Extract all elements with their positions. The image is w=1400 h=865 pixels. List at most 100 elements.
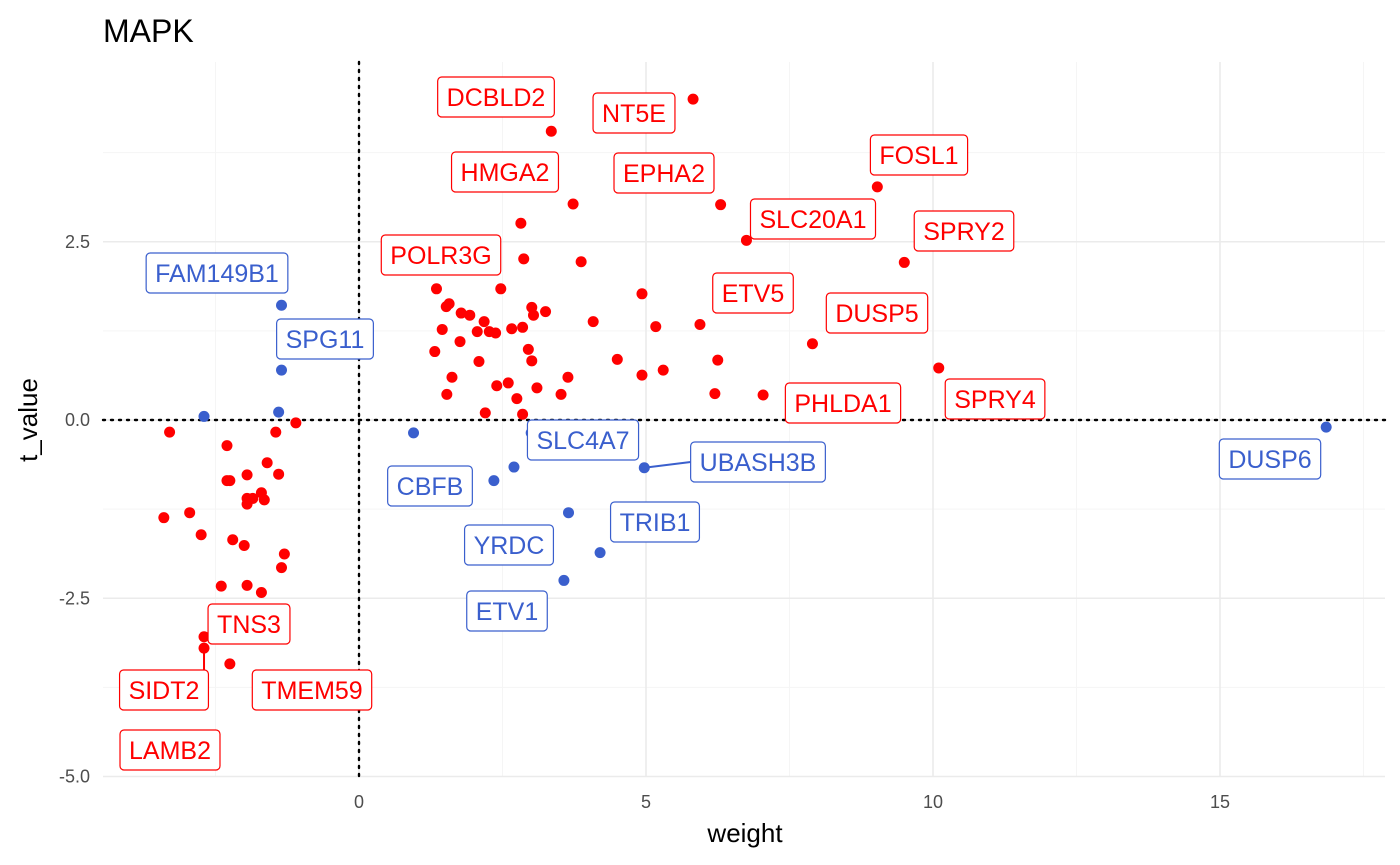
data-point: [518, 253, 530, 265]
point-label-text: DUSP6: [1228, 446, 1311, 474]
point-label-text: SLC20A1: [759, 206, 866, 234]
data-point: [1320, 421, 1332, 433]
point-label-text: DUSP5: [835, 300, 918, 328]
x-tick-label: 15: [1210, 792, 1230, 812]
point-label-box: [526, 419, 640, 461]
data-point: [515, 217, 527, 229]
point-label-text: SPRY4: [954, 386, 1036, 414]
data-point: [611, 353, 623, 365]
point-label: SPG11: [276, 318, 374, 360]
point-label-box: [145, 252, 289, 294]
point-label-text: ETV1: [476, 598, 539, 626]
point-label-box: [276, 318, 374, 360]
data-point: [502, 377, 514, 389]
point-label-box: [463, 524, 555, 566]
reference-lines: [101, 60, 1387, 779]
point-label: YRDC: [463, 524, 555, 566]
point-label: DUSP6: [1218, 438, 1322, 480]
label-connector: [644, 461, 691, 469]
data-point: [495, 283, 507, 295]
point-label: ETV1: [466, 590, 548, 632]
point-label-text: HMGA2: [461, 159, 550, 187]
point-label-box: [387, 465, 473, 507]
y-tick-label: 2.5: [65, 232, 90, 252]
point-label-box: [869, 134, 969, 176]
data-point: [575, 256, 587, 268]
data-point: [441, 388, 453, 400]
data-point: [198, 410, 210, 422]
data-point: [491, 380, 503, 392]
data-point: [490, 327, 502, 339]
point-label-box: [609, 501, 701, 543]
data-point: [898, 256, 910, 268]
data-point: [715, 199, 727, 211]
point-label-box: [913, 210, 1015, 252]
point-label: ETV5: [712, 272, 794, 314]
point-label-text: CBFB: [397, 473, 464, 501]
point-label: SPRY4: [944, 378, 1046, 420]
data-point: [430, 283, 442, 295]
data-point: [164, 426, 176, 438]
point-label-box: [944, 378, 1046, 420]
data-point: [224, 475, 236, 487]
point-label-box: [450, 151, 560, 193]
data-point: [221, 440, 233, 452]
y-tick-label: -2.5: [59, 588, 90, 608]
point-label-box: [784, 382, 902, 424]
data-point: [517, 321, 529, 333]
point-label-box: [613, 152, 715, 194]
y-tick-label: 0.0: [65, 410, 90, 430]
data-point: [488, 475, 500, 487]
data-point: [227, 534, 239, 546]
point-label-text: ETV5: [722, 280, 785, 308]
data-point: [545, 125, 557, 137]
x-axis-title: weight: [706, 818, 783, 848]
point-label-text: LAMB2: [129, 737, 211, 765]
data-point: [478, 316, 490, 328]
point-label-text: FOSL1: [879, 142, 958, 170]
data-point: [258, 494, 270, 506]
point-label-text: YRDC: [474, 532, 545, 560]
data-point: [184, 507, 196, 519]
data-point: [276, 299, 288, 311]
data-point: [526, 355, 538, 367]
point-label: CBFB: [387, 465, 473, 507]
point-label: SIDT2: [118, 669, 210, 711]
point-label-text: SLC4A7: [536, 427, 629, 455]
data-point: [471, 326, 483, 338]
point-label-text: UBASH3B: [700, 449, 817, 477]
axis-ticks: 0 5 10 15 -5.0 -2.5 0.0 2.5: [59, 232, 1230, 812]
point-label-box: [749, 198, 877, 240]
point-label: EPHA2: [613, 152, 715, 194]
point-labels: DCBLD2 NT5E FOSL1 HMGA2 EPHA2 SLC20A1 SPRY2 POL…: [118, 76, 1322, 771]
point-label-text: SIDT2: [129, 677, 200, 705]
point-label: SPRY2: [913, 210, 1015, 252]
point-label-box: [466, 590, 548, 632]
data-point: [587, 316, 599, 328]
data-point: [255, 587, 267, 599]
point-label: SLC4A7: [526, 419, 640, 461]
point-label-text: TRIB1: [620, 509, 691, 537]
point-label-box: [690, 441, 826, 483]
y-axis-title: t_value: [13, 378, 43, 462]
point-label-text: TMEM59: [261, 677, 362, 705]
point-label: SLC20A1: [749, 198, 877, 240]
data-point: [694, 318, 706, 330]
point-label: DUSP5: [825, 292, 929, 334]
x-tick-label: 5: [641, 792, 651, 812]
data-point: [540, 306, 552, 318]
point-label: TNS3: [207, 603, 291, 645]
chart-title: MAPK: [103, 13, 194, 49]
data-point: [517, 408, 529, 420]
data-point: [241, 498, 253, 510]
data-point: [531, 382, 543, 394]
point-label-text: TNS3: [217, 611, 281, 639]
point-label-text: FAM149B1: [155, 260, 279, 288]
data-point: [757, 389, 769, 401]
data-point: [276, 562, 288, 574]
point-label-text: SPG11: [286, 326, 365, 354]
data-point: [473, 356, 485, 368]
point-label: HMGA2: [450, 151, 560, 193]
point-label-box: [118, 669, 210, 711]
point-label: POLR3G: [380, 234, 502, 276]
